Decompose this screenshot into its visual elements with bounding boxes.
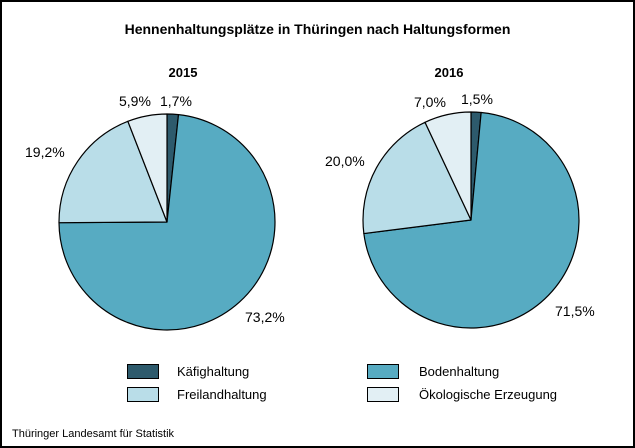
- pie-2015-value-label-kaefighaltung: 1,7%: [160, 93, 192, 109]
- pie-2016-value-label-oekologische-erzeugung: 7,0%: [414, 94, 446, 110]
- legend-swatch-oekologische-erzeugung: [367, 387, 399, 402]
- pie-2015-slice--kologische-erzeugung: [127, 113, 168, 223]
- pie-2015-heading: 2015: [168, 65, 198, 80]
- legend-swatch-kaefighaltung: [127, 364, 159, 379]
- legend-label-bodenhaltung: Bodenhaltung: [419, 364, 500, 379]
- legend-swatch-freilandhaltung: [127, 387, 159, 402]
- pie-2016-slice--kologische-erzeugung: [424, 111, 472, 221]
- pie-2016-value-label-freilandhaltung: 20,0%: [325, 153, 365, 169]
- legend-swatch-bodenhaltung: [367, 364, 399, 379]
- pie-2016-value-label-bodenhaltung: 71,5%: [555, 303, 595, 319]
- pie-2015-slice-freilandhaltung: [58, 120, 168, 224]
- legend-label-kaefighaltung: Käfighaltung: [177, 364, 250, 379]
- pie-2015-value-label-bodenhaltung: 73,2%: [245, 309, 285, 325]
- pie-2016-slice-freilandhaltung: [362, 121, 472, 235]
- pie-2015-value-label-oekologische-erzeugung: 5,9%: [119, 93, 151, 109]
- pie-2016-value-label-kaefighaltung: 1,5%: [461, 91, 493, 107]
- pie-2016: [362, 111, 580, 329]
- chart-title: Hennenhaltungsplätze in Thüringen nach H…: [124, 21, 511, 37]
- legend-label-freilandhaltung: Freilandhaltung: [177, 387, 267, 402]
- pie-2015: [58, 113, 276, 331]
- pie-2016-heading: 2016: [434, 65, 464, 80]
- pie-2015-value-label-freilandhaltung: 19,2%: [25, 144, 65, 160]
- legend-label-oekologische-erzeugung: Ökologische Erzeugung: [419, 387, 558, 402]
- source-note: Thüringer Landesamt für Statistik: [12, 428, 175, 440]
